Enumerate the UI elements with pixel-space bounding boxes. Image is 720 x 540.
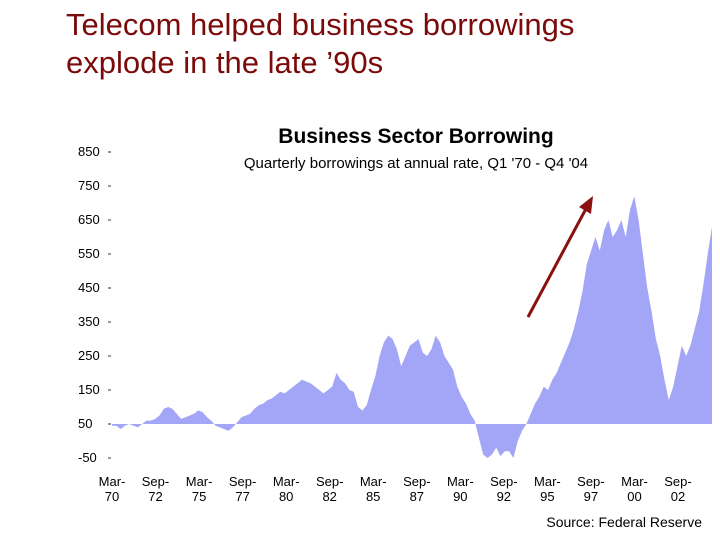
trend-arrow-shaft (526, 204, 590, 318)
y-tick-label: 250 (78, 348, 100, 363)
chart-subtitle: Quarterly borrowings at annual rate, Q1 … (243, 155, 589, 172)
x-tick-label-top: Mar- (360, 474, 387, 489)
y-tick-label: 50 (78, 416, 92, 431)
x-tick-label-top: Mar- (186, 474, 213, 489)
y-tick-label: 350 (78, 314, 100, 329)
x-tick-label-bottom: 87 (410, 489, 424, 504)
slide-title-line-1: Telecom helped business borrowings (66, 7, 575, 42)
slide-title-line-2: explode in the late ’90s (66, 45, 384, 80)
y-tick-label: 450 (78, 280, 100, 295)
trend-arrow-head (579, 196, 593, 214)
x-tick-label-top: Sep- (577, 474, 604, 489)
x-tick-label-bottom: 75 (192, 489, 206, 504)
x-tick-label-top: Sep- (316, 474, 343, 489)
x-tick-label-top: Sep- (664, 474, 691, 489)
x-tick-label-top: Sep- (490, 474, 517, 489)
y-tick-label: 650 (78, 212, 100, 227)
source-note: Source: Federal Reserve (546, 514, 702, 530)
x-tick-label-top: Mar- (273, 474, 300, 489)
x-tick-label-top: Sep- (229, 474, 256, 489)
x-tick-label-top: Mar- (621, 474, 648, 489)
x-tick-label-top: Sep- (142, 474, 169, 489)
x-tick-label-bottom: 82 (322, 489, 336, 504)
x-tick-label-bottom: 97 (584, 489, 598, 504)
y-tick-label: 150 (78, 382, 100, 397)
borrowing-area (112, 196, 712, 458)
x-tick-label-top: Sep- (403, 474, 430, 489)
x-tick-label-bottom: 77 (235, 489, 249, 504)
x-tick-label-bottom: 90 (453, 489, 467, 504)
x-tick-label-bottom: 70 (105, 489, 119, 504)
slide-title: Telecom helped business borrowings explo… (66, 6, 716, 82)
chart-title: Business Sector Borrowing (278, 125, 554, 148)
y-tick-label: -50 (78, 450, 97, 465)
x-tick-label-bottom: 95 (540, 489, 554, 504)
x-tick-label-top: Mar- (534, 474, 561, 489)
x-tick-label-bottom: 72 (148, 489, 162, 504)
x-tick-label-bottom: 00 (627, 489, 641, 504)
y-tick-label: 750 (78, 178, 100, 193)
y-tick-label: 850 (78, 144, 100, 159)
x-tick-label-bottom: 02 (671, 489, 685, 504)
x-tick-label-top: Mar- (447, 474, 474, 489)
x-tick-label-bottom: 85 (366, 489, 380, 504)
x-tick-label-bottom: 92 (497, 489, 511, 504)
y-tick-label: 550 (78, 246, 100, 261)
x-tick-label-top: Mar- (99, 474, 126, 489)
x-tick-label-bottom: 80 (279, 489, 293, 504)
